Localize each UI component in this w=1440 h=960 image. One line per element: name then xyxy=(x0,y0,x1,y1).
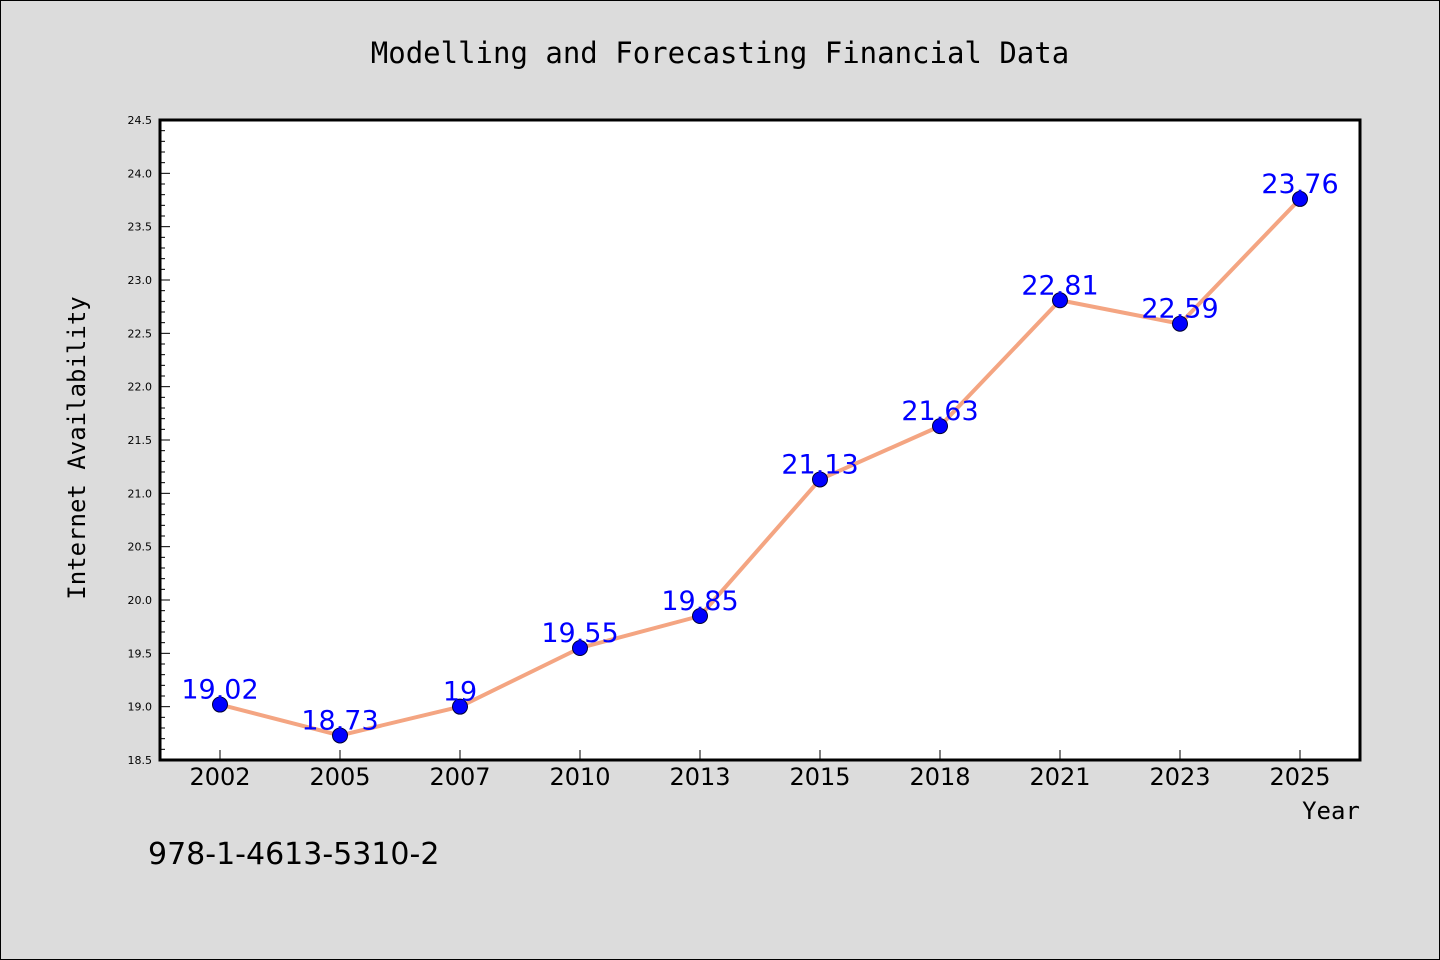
data-point xyxy=(572,640,588,656)
data-point xyxy=(212,696,228,713)
y-axis-label: Internet Availability xyxy=(63,296,91,599)
plot-frame xyxy=(158,118,1362,762)
chart-title: Modelling and Forecasting Financial Data xyxy=(371,36,1069,70)
y-tick-label: 19.5 xyxy=(128,647,153,660)
data-point xyxy=(332,727,348,744)
data-point xyxy=(452,698,468,715)
data-point xyxy=(1052,292,1068,309)
y-tick-label: 24.5 xyxy=(128,114,153,127)
x-axis-label: Year xyxy=(1302,797,1360,825)
y-tick-label: 23.5 xyxy=(128,221,153,234)
y-tick-label: 21.0 xyxy=(128,487,153,500)
plot-area xyxy=(160,120,1360,760)
y-axis-ticks: 18.5 19.0 19.5 20.0 20.5 21.0 21.5 22.0 22.5 23.0… xyxy=(128,114,170,767)
data-point xyxy=(932,418,948,435)
footnote-isbn: 978-1-4613-5310-2 xyxy=(148,837,439,872)
y-tick-label: 22.0 xyxy=(128,381,153,394)
y-tick-label: 20.5 xyxy=(128,541,153,554)
data-label: 22.81 xyxy=(1021,270,1098,301)
data-point xyxy=(692,608,708,624)
series-line xyxy=(219,197,1302,738)
data-point xyxy=(1292,190,1308,207)
data-label: 19.02 xyxy=(181,675,258,706)
data-label: 19.55 xyxy=(541,618,618,649)
y-tick-label: 20.0 xyxy=(128,594,153,607)
data-point xyxy=(1172,315,1188,332)
x-tick-label: 2005 xyxy=(309,763,370,791)
x-tick-label: 2013 xyxy=(669,763,730,791)
data-labels: 19.02 18.73 19 19.55 19.85 21.13 21.63 22.81 22.… xyxy=(181,169,1338,737)
data-label: 21.13 xyxy=(781,449,858,480)
data-label: 21.63 xyxy=(901,396,978,427)
y-tick-label: 19.0 xyxy=(128,701,153,714)
x-tick-label: 2015 xyxy=(789,763,850,791)
data-markers xyxy=(212,190,1308,744)
data-point xyxy=(812,471,828,488)
x-tick-label: 2007 xyxy=(429,763,490,791)
data-label: 19.85 xyxy=(661,586,738,617)
x-tick-label: 2010 xyxy=(549,763,610,791)
y-tick-label: 18.5 xyxy=(128,754,153,767)
y-tick-label: 22.5 xyxy=(128,327,153,340)
x-axis-ticks: 2002 2005 2007 2010 2013 2015 2018 2021 2023 2025 xyxy=(189,750,1331,791)
x-tick-label: 2025 xyxy=(1269,763,1330,791)
x-tick-label: 2023 xyxy=(1149,763,1210,791)
x-tick-label: 2018 xyxy=(909,763,970,791)
data-label: 19 xyxy=(443,677,477,708)
data-label: 18.73 xyxy=(301,705,378,736)
data-label: 22.59 xyxy=(1141,294,1218,325)
x-tick-label: 2021 xyxy=(1029,763,1090,791)
y-tick-label: 21.5 xyxy=(128,434,153,447)
data-label: 23.76 xyxy=(1261,169,1338,200)
y-tick-label: 24.0 xyxy=(128,167,153,180)
y-tick-label: 23.0 xyxy=(128,274,153,287)
x-tick-label: 2002 xyxy=(189,763,250,791)
